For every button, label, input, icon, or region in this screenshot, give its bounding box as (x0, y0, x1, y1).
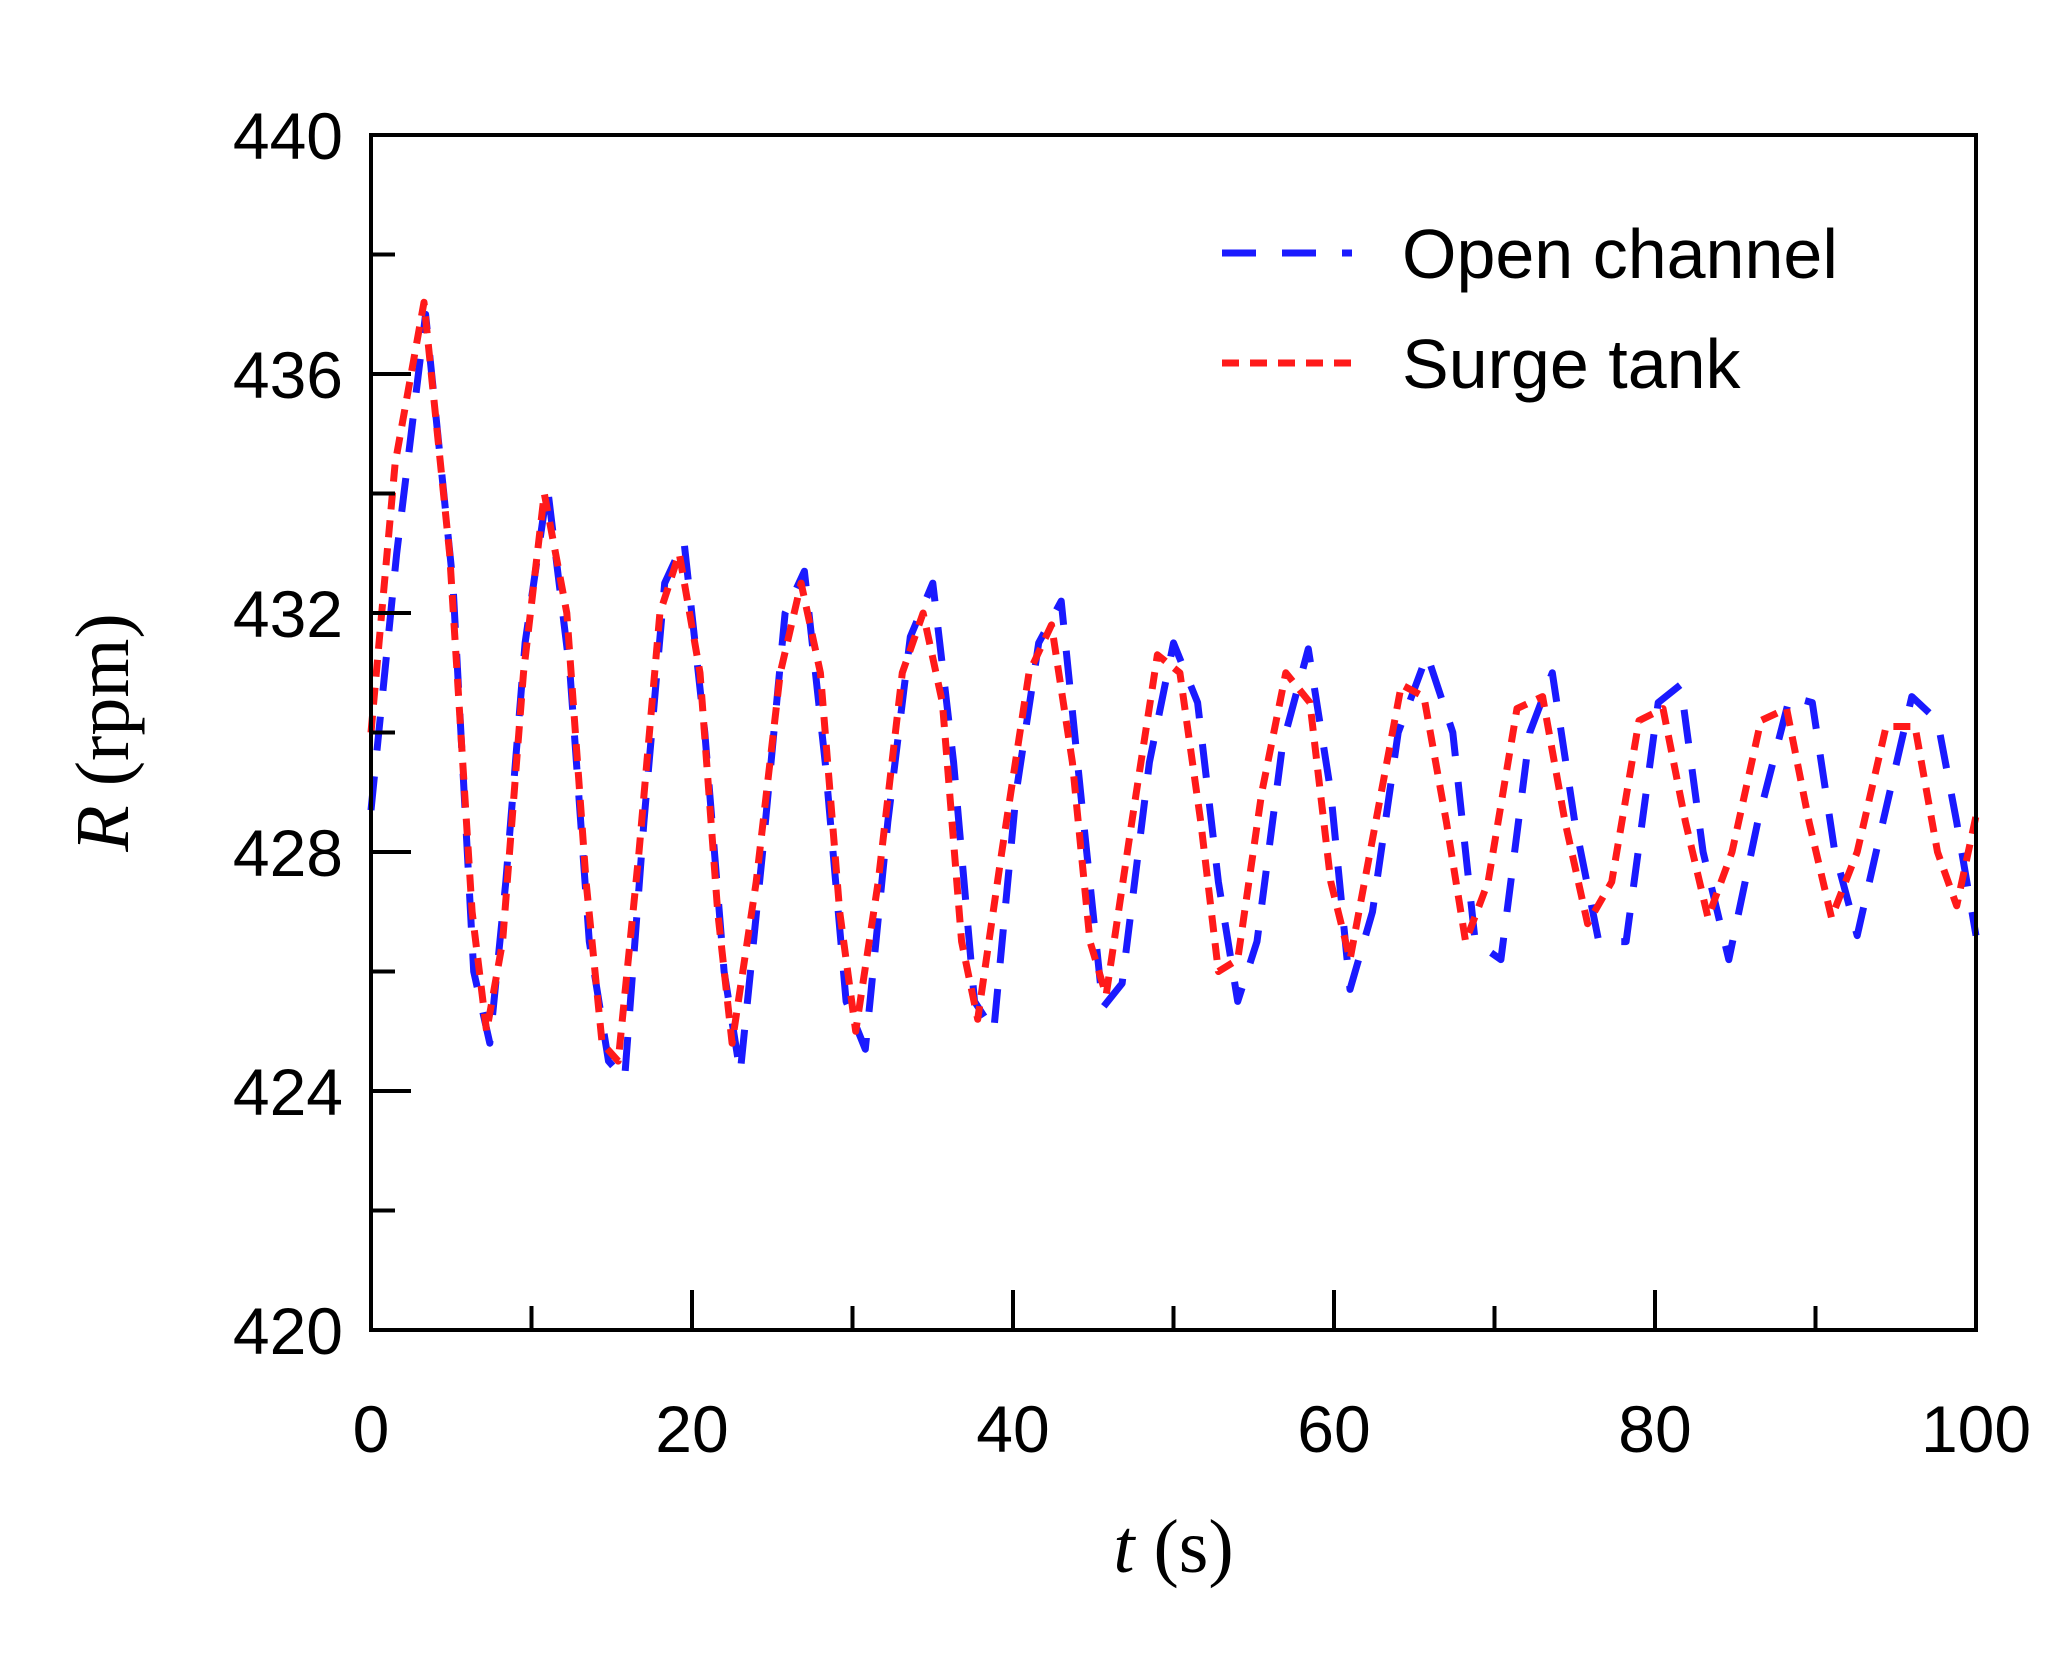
x-tick-label: 40 (976, 1392, 1049, 1466)
y-axis-variable: R (61, 805, 145, 852)
x-axis-unit: (s) (1134, 1505, 1233, 1589)
y-tick-label: 432 (233, 577, 343, 651)
x-tick-label: 0 (353, 1392, 390, 1466)
y-tick-label: 428 (233, 816, 343, 890)
y-axis-unit: (rpm) (61, 613, 145, 805)
x-tick-label: 100 (1921, 1392, 2031, 1466)
x-axis-variable: t (1113, 1505, 1136, 1589)
series-layer (367, 298, 1980, 1083)
series-line-open-channel (367, 310, 1980, 1083)
legend: Open channel Surge tank (1222, 215, 1838, 403)
y-tick-label: 440 (233, 99, 343, 173)
y-tick-label: 424 (233, 1055, 343, 1129)
x-axis-title: t (s) (1113, 1505, 1233, 1589)
x-tick-label: 80 (1618, 1392, 1691, 1466)
legend-label-surge-tank: Surge tank (1402, 325, 1742, 403)
x-tick-label: 20 (655, 1392, 728, 1466)
legend-label-open-channel: Open channel (1402, 215, 1838, 293)
x-tick-label: 60 (1297, 1392, 1370, 1466)
y-tick-label: 420 (233, 1294, 343, 1368)
series-line-surge-tank (367, 298, 1980, 1065)
tick-layer: 0 20 40 60 80 100 420 424 428 432 436 440 (233, 99, 2031, 1466)
y-tick-label: 436 (233, 338, 343, 412)
y-axis-title: R (rpm) (61, 613, 145, 852)
